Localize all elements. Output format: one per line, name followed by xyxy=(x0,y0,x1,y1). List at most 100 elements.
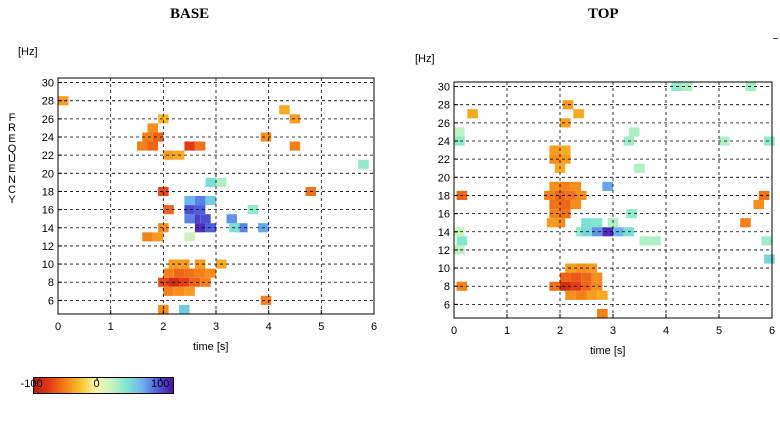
base-heat-cell xyxy=(147,123,158,133)
colorbar xyxy=(33,377,174,394)
base-ytick-label: 18 xyxy=(42,186,54,198)
base-heat-cell xyxy=(184,232,195,242)
frequency-axis-letter: N xyxy=(8,173,16,186)
top-xtick-label: 6 xyxy=(769,325,775,337)
top-heat-cell xyxy=(764,136,775,146)
top-heat-cell xyxy=(560,181,571,191)
base-xtick-label: 3 xyxy=(213,321,219,333)
top-heat-cell xyxy=(560,200,571,210)
base-heat-cell xyxy=(200,277,211,287)
top-xtick-label: 1 xyxy=(504,325,510,337)
base-xtick-label: 0 xyxy=(55,321,61,333)
top-xtick-label: 3 xyxy=(610,325,616,337)
base-heat-cell xyxy=(184,205,195,215)
top-heat-cell xyxy=(560,118,571,128)
base-ytick-label: 12 xyxy=(42,241,54,253)
top-heat-cell xyxy=(628,127,640,137)
base-ytick-label: 22 xyxy=(42,150,54,162)
top-title: TOP xyxy=(588,6,619,22)
top-heat-cell xyxy=(549,209,560,219)
top-heat-cell xyxy=(626,209,637,219)
base-heat-cell xyxy=(58,96,69,106)
base-heat-cell xyxy=(158,186,169,196)
base-heat-cell xyxy=(205,196,216,206)
base-heat-cell xyxy=(147,141,158,151)
base-heat-cell xyxy=(163,286,174,296)
top-ytick-label: 20 xyxy=(438,172,450,184)
top-heat-cell xyxy=(560,272,571,282)
top-ytick-label: 10 xyxy=(438,263,450,275)
base-heat-cell xyxy=(200,214,211,224)
base-heat-cell xyxy=(226,214,237,224)
base-heat-cell xyxy=(194,141,206,151)
base-heat-cell xyxy=(194,223,206,233)
frequency-axis-letter: E xyxy=(8,132,16,145)
base-heat-cell xyxy=(194,268,206,278)
base-heat-cell xyxy=(184,268,195,278)
top-heat-cell xyxy=(560,281,571,291)
top-heat-cell xyxy=(454,245,465,255)
top-heat-cell xyxy=(639,236,651,246)
base-ytick-label: 26 xyxy=(42,114,54,126)
top-ytick-label: 16 xyxy=(438,209,450,221)
base-heat-cell xyxy=(237,223,248,233)
base-ytick-label: 24 xyxy=(42,132,54,144)
top-ytick-label: 28 xyxy=(438,100,450,112)
base-ytick-label: 16 xyxy=(42,205,54,217)
base-heat-cell xyxy=(184,141,195,151)
base-heat-cell xyxy=(173,286,185,296)
edge-mark xyxy=(773,38,778,39)
base-heat-cell xyxy=(289,141,301,151)
base-heat-cell xyxy=(260,295,272,305)
top-ytick-label: 26 xyxy=(438,118,450,130)
base-heat-cell xyxy=(260,132,272,142)
base-xaxis-label: time [s] xyxy=(193,341,229,353)
base-heat-cell xyxy=(142,132,153,142)
top-heat-cell xyxy=(549,145,560,155)
top-xaxis-label: time [s] xyxy=(590,345,626,357)
base-heat-cell xyxy=(205,268,216,278)
base-heat-cell xyxy=(152,132,164,142)
top-heat-cell xyxy=(549,200,560,210)
frequency-axis-letter: E xyxy=(8,163,16,176)
top-heat-cell xyxy=(570,200,582,210)
base-heat-cell xyxy=(194,196,206,206)
top-xtick-label: 0 xyxy=(451,325,457,337)
base-heat-cell xyxy=(205,177,216,187)
base-ytick-label: 30 xyxy=(42,78,54,90)
top-heat-cell xyxy=(454,127,465,137)
base-heat-cell xyxy=(189,214,201,224)
top-xtick-label: 5 xyxy=(716,325,722,337)
base-heat-cell xyxy=(184,286,195,296)
frequency-axis-letter: Q xyxy=(7,142,17,155)
base-xtick-label: 5 xyxy=(318,321,324,333)
top-heat-cell xyxy=(586,263,598,273)
top-heat-cell xyxy=(597,308,608,318)
top-heat-cell xyxy=(602,227,613,237)
top-heat-cell xyxy=(581,218,592,228)
base-title: BASE xyxy=(170,6,210,22)
top-heat-cell xyxy=(591,227,603,237)
top-heat-cell xyxy=(565,290,576,300)
base-heat-cell xyxy=(184,214,195,224)
top-heat-cell xyxy=(586,290,598,300)
top-unit-label: [Hz] xyxy=(415,53,435,65)
base-ytick-label: 20 xyxy=(42,168,54,180)
top-heat-cell xyxy=(740,218,751,228)
top-heat-cell xyxy=(560,145,571,155)
base-heat-cell xyxy=(279,105,290,115)
top-heat-cell xyxy=(634,163,645,173)
top-xtick-label: 4 xyxy=(663,325,669,337)
top-heat-cell xyxy=(764,254,775,264)
base-heat-cell xyxy=(152,232,164,242)
base-heat-cell xyxy=(184,196,195,206)
base-heat-cell xyxy=(158,304,169,314)
frequency-axis-letter: C xyxy=(8,184,16,197)
top-heat-cell xyxy=(560,209,571,219)
top-heat-cell xyxy=(549,154,560,164)
top-heat-cell xyxy=(570,272,582,282)
frequency-axis-letter: U xyxy=(8,153,16,166)
base-heat-cell xyxy=(358,159,369,169)
